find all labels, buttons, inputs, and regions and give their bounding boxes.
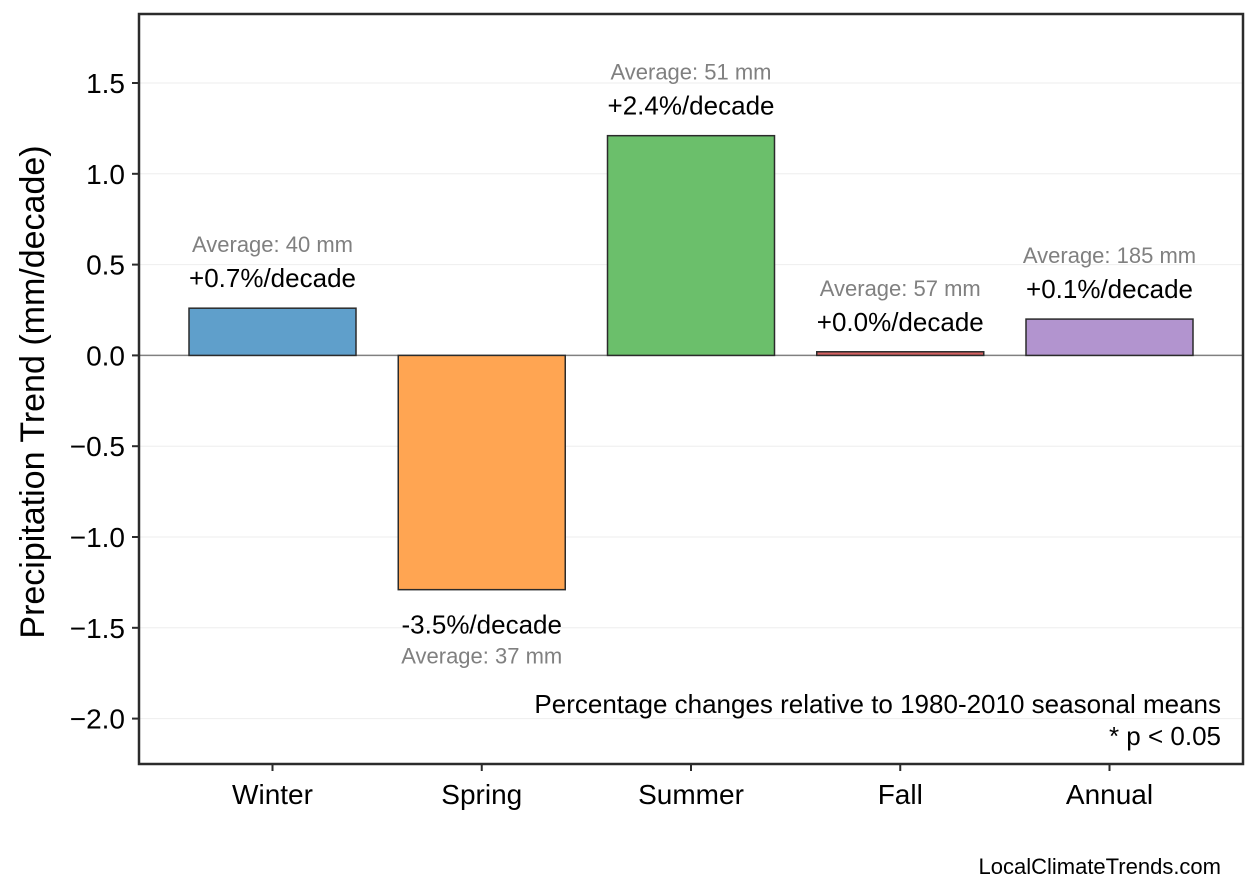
bar-fall <box>816 351 985 357</box>
y-axis-ticks: 1.5 1.0 0.5 0.0 −0.5 −1.0 −1.5 −2.0 <box>70 68 139 735</box>
avg-label-summer: Average: 51 mm <box>610 60 771 85</box>
x-tick-label-spring: Spring <box>441 779 522 810</box>
x-axis-ticks: Winter Spring Summer Fall Annual <box>232 764 1153 810</box>
credit-text: LocalClimateTrends.com <box>979 854 1222 879</box>
pct-label-summer: +2.4%/decade <box>608 91 775 121</box>
y-tick-label: 0.5 <box>86 250 125 281</box>
y-axis-title: Precipitation Trend (mm/decade) <box>14 145 52 638</box>
bar-spring <box>397 354 566 591</box>
pct-label-annual: +0.1%/decade <box>1026 274 1193 304</box>
x-tick-label-annual: Annual <box>1066 779 1153 810</box>
x-tick-label-fall: Fall <box>878 779 923 810</box>
avg-label-fall: Average: 57 mm <box>820 276 981 301</box>
x-tick-label-summer: Summer <box>638 779 744 810</box>
avg-label-winter: Average: 40 mm <box>192 232 353 257</box>
pct-label-fall: +0.0%/decade <box>817 307 984 337</box>
avg-label-annual: Average: 185 mm <box>1023 243 1196 268</box>
note-line-2: * p < 0.05 <box>1109 721 1221 751</box>
y-tick-label: −1.0 <box>70 522 125 553</box>
bar-labels: +0.7%/decade Average: 40 mm -3.5%/decade Av… <box>189 60 1196 669</box>
y-tick-label: −1.5 <box>70 613 125 644</box>
bar-winter <box>188 307 357 357</box>
bars <box>188 134 1194 591</box>
x-tick-label-winter: Winter <box>232 779 313 810</box>
y-tick-label: 0.0 <box>86 340 125 371</box>
y-tick-label: −2.0 <box>70 704 125 735</box>
avg-label-spring: Average: 37 mm <box>401 644 562 669</box>
pct-label-spring: -3.5%/decade <box>402 610 562 640</box>
plot-frame <box>137 12 1245 766</box>
y-tick-label: 1.5 <box>86 68 125 99</box>
y-tick-label: −0.5 <box>70 431 125 462</box>
bar-annual <box>1025 318 1194 357</box>
bar-summer <box>606 134 776 357</box>
y-tick-label: 1.0 <box>86 159 125 190</box>
note-line-1: Percentage changes relative to 1980-2010… <box>534 689 1221 719</box>
pct-label-winter: +0.7%/decade <box>189 263 356 293</box>
